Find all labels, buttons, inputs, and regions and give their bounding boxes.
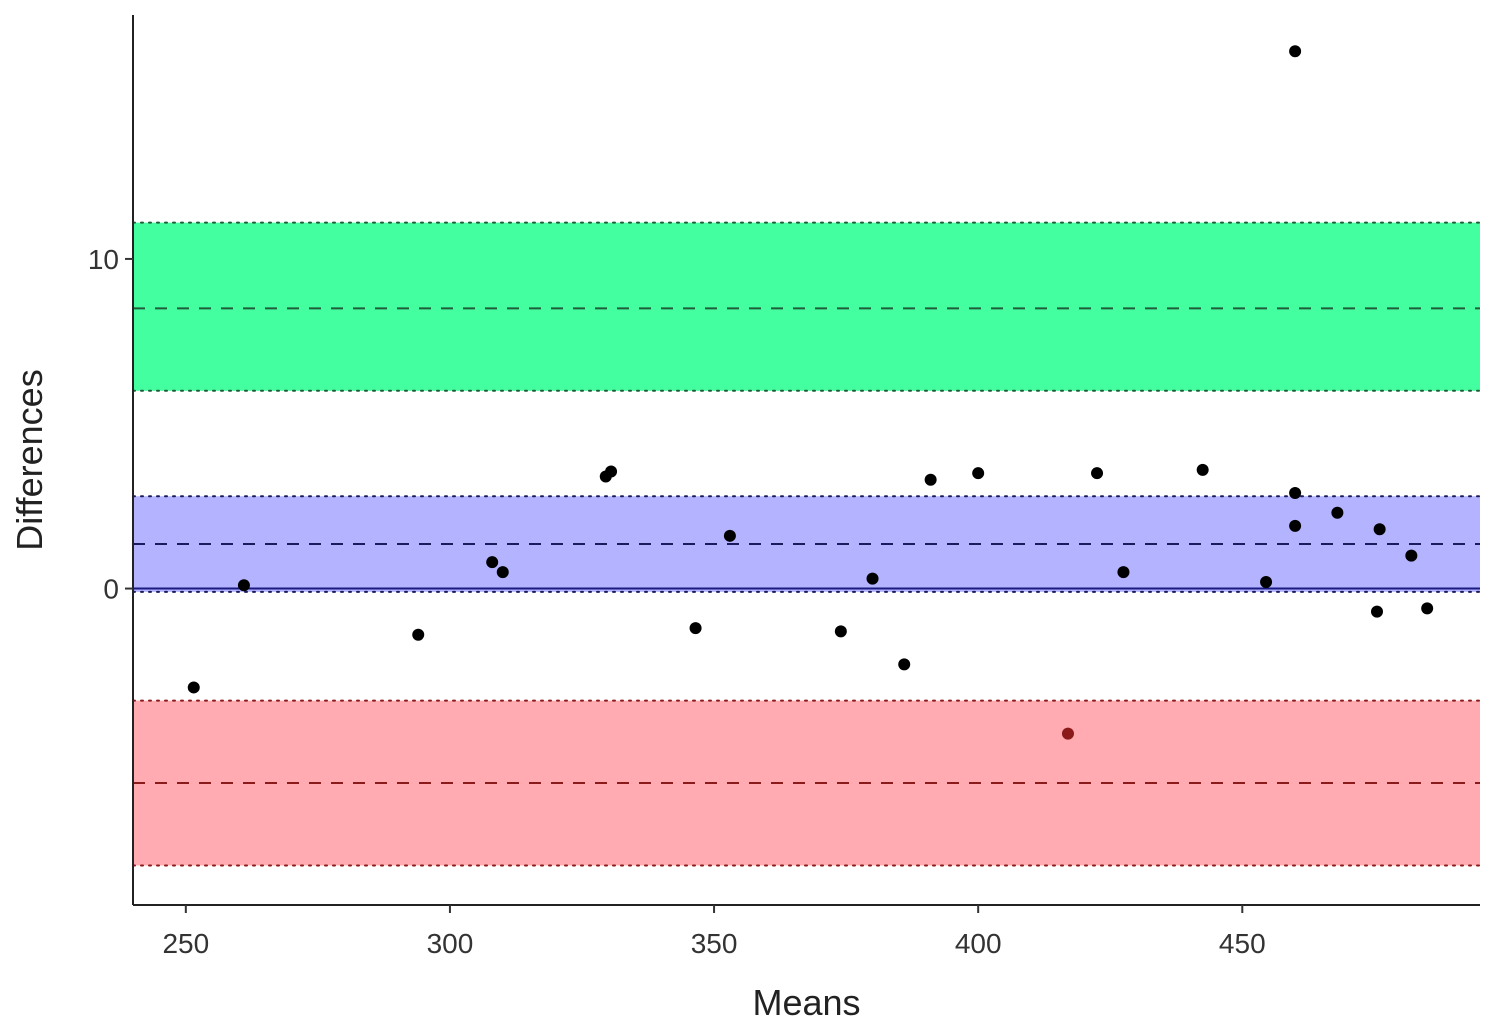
data-point <box>866 572 879 585</box>
data-point <box>1117 566 1130 579</box>
data-point <box>605 465 618 478</box>
data-point <box>1331 506 1344 519</box>
data-point <box>496 566 509 579</box>
data-point <box>898 658 911 671</box>
y-axis-ticks: 0 10 <box>88 244 133 605</box>
data-points <box>187 45 1434 740</box>
x-axis-ticks: 250 300 350 400 450 <box>162 905 1266 959</box>
band-0 <box>133 222 1480 391</box>
x-tick-label: 450 <box>1219 928 1266 959</box>
data-point <box>486 556 499 569</box>
data-point <box>972 467 985 480</box>
y-tick-label: 10 <box>88 244 119 275</box>
data-point <box>1289 45 1302 58</box>
x-tick-label: 250 <box>162 928 209 959</box>
data-point <box>1091 467 1104 480</box>
x-tick-label: 350 <box>691 928 738 959</box>
y-tick-label: 0 <box>103 574 119 605</box>
data-point <box>924 473 937 486</box>
data-point <box>1061 727 1074 740</box>
data-point <box>237 579 250 592</box>
x-axis-label: Means <box>752 982 860 1023</box>
data-point <box>1260 575 1273 588</box>
data-point <box>187 681 200 694</box>
data-point <box>1196 463 1209 476</box>
data-point <box>1289 486 1302 499</box>
data-point <box>1421 602 1434 615</box>
x-tick-label: 300 <box>427 928 474 959</box>
y-axis-label: Differences <box>9 369 50 550</box>
data-point <box>834 625 847 638</box>
data-point <box>1373 523 1386 536</box>
data-point <box>1289 519 1302 532</box>
agreement-bands <box>132 221 1481 867</box>
data-point <box>1370 605 1383 618</box>
x-tick-label: 400 <box>955 928 1002 959</box>
data-point <box>723 529 736 542</box>
data-point <box>1405 549 1418 562</box>
data-point <box>689 622 702 635</box>
data-point <box>412 628 425 641</box>
